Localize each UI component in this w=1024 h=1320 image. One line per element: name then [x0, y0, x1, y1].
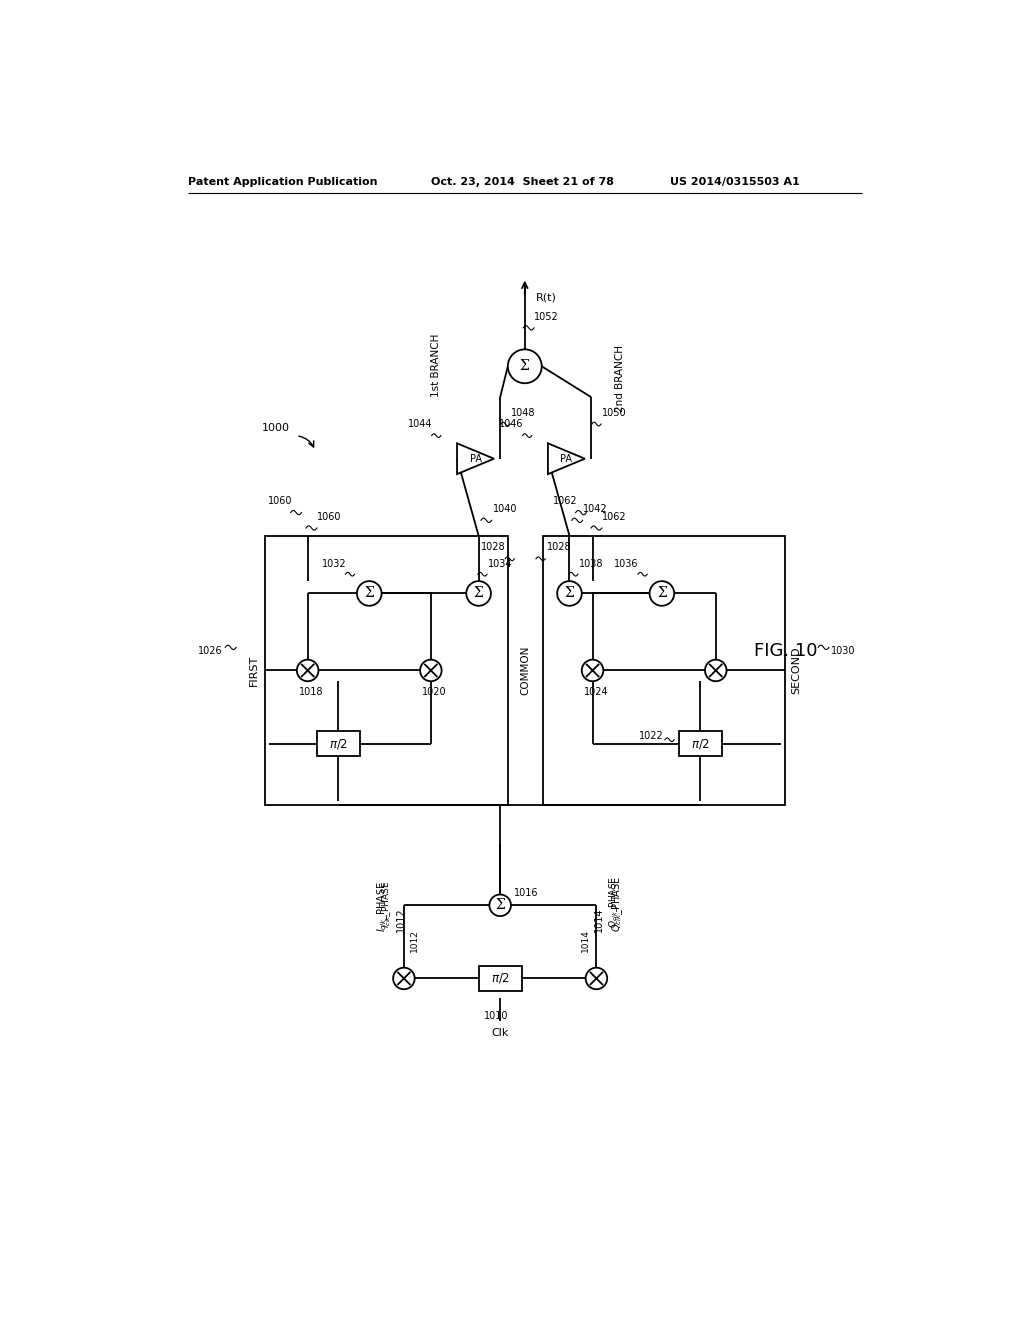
Text: 1034: 1034	[487, 558, 512, 569]
Text: 1022: 1022	[639, 731, 664, 741]
Text: 1014: 1014	[582, 929, 590, 952]
Text: 1050: 1050	[602, 408, 627, 418]
Text: 1020: 1020	[422, 688, 447, 697]
Bar	[265, 536, 508, 805]
Text: 1062: 1062	[602, 512, 627, 521]
Text: 1028: 1028	[547, 543, 571, 552]
Text: 1048: 1048	[511, 408, 536, 418]
Text: $Q_{clk}$_PHASE: $Q_{clk}$_PHASE	[610, 876, 626, 932]
Text: 1062: 1062	[553, 496, 578, 507]
Text: 1026: 1026	[199, 647, 223, 656]
Text: 1018: 1018	[299, 688, 324, 697]
Text: $I_{clk}$_PHASE: $I_{clk}$_PHASE	[375, 880, 390, 932]
Text: 1012: 1012	[396, 908, 407, 932]
Text: 1044: 1044	[408, 420, 432, 429]
Text: Patent Application Publication: Patent Application Publication	[188, 177, 378, 186]
Circle shape	[649, 581, 674, 606]
Text: 1012: 1012	[410, 929, 419, 952]
Text: Oct. 23, 2014  Sheet 21 of 78: Oct. 23, 2014 Sheet 21 of 78	[431, 177, 613, 186]
Text: $\pi$/2: $\pi$/2	[329, 737, 348, 751]
Text: SECOND: SECOND	[792, 647, 802, 694]
Circle shape	[508, 350, 542, 383]
Text: 1030: 1030	[831, 647, 856, 656]
Text: 1016: 1016	[514, 887, 539, 898]
Text: $\pi$/2: $\pi$/2	[691, 737, 710, 751]
Circle shape	[420, 660, 441, 681]
Polygon shape	[457, 444, 494, 474]
Text: PA: PA	[470, 454, 481, 463]
Text: FIG. 10: FIG. 10	[755, 643, 818, 660]
Text: 1046: 1046	[499, 420, 523, 429]
Circle shape	[357, 581, 382, 606]
Text: Σ: Σ	[520, 359, 529, 374]
Text: 2nd BRANCH: 2nd BRANCH	[614, 346, 625, 412]
Text: 1040: 1040	[493, 504, 517, 515]
Text: $Q_{clk}$_PHASE: $Q_{clk}$_PHASE	[607, 876, 620, 928]
Text: 1014: 1014	[594, 908, 604, 932]
Bar	[543, 536, 785, 805]
Text: Σ: Σ	[496, 899, 505, 912]
Polygon shape	[548, 444, 585, 474]
Bar	[679, 731, 722, 756]
Text: FIRST: FIRST	[249, 655, 259, 686]
Text: 1010: 1010	[484, 1011, 509, 1020]
Text: $\pi$/2: $\pi$/2	[490, 972, 510, 986]
Text: PA: PA	[560, 454, 572, 463]
Circle shape	[466, 581, 490, 606]
Circle shape	[297, 660, 318, 681]
Text: 1052: 1052	[535, 312, 559, 322]
Text: 1024: 1024	[584, 688, 608, 697]
Text: 1038: 1038	[579, 558, 603, 569]
Bar	[478, 966, 521, 991]
Circle shape	[489, 895, 511, 916]
Circle shape	[705, 660, 727, 681]
Text: Σ: Σ	[657, 586, 667, 601]
Text: 1060: 1060	[267, 496, 292, 507]
Text: Σ: Σ	[474, 586, 483, 601]
Text: 1042: 1042	[584, 504, 608, 515]
Circle shape	[582, 660, 603, 681]
Text: Σ: Σ	[365, 586, 374, 601]
Text: Clk: Clk	[492, 1028, 509, 1039]
Text: COMMON: COMMON	[520, 645, 530, 696]
Text: 1st BRANCH: 1st BRANCH	[431, 334, 441, 397]
Text: $I_{clk}$_PHASE: $I_{clk}$_PHASE	[381, 880, 393, 928]
Text: Σ: Σ	[564, 586, 574, 601]
Text: 1000: 1000	[261, 422, 290, 433]
Text: R(t): R(t)	[537, 292, 557, 302]
Text: 1032: 1032	[322, 558, 346, 569]
Text: 1060: 1060	[316, 512, 341, 521]
Circle shape	[557, 581, 582, 606]
Text: US 2014/0315503 A1: US 2014/0315503 A1	[670, 177, 800, 186]
Circle shape	[393, 968, 415, 989]
Bar	[316, 731, 360, 756]
Text: 1036: 1036	[614, 558, 639, 569]
Text: 1028: 1028	[481, 543, 506, 552]
Circle shape	[586, 968, 607, 989]
